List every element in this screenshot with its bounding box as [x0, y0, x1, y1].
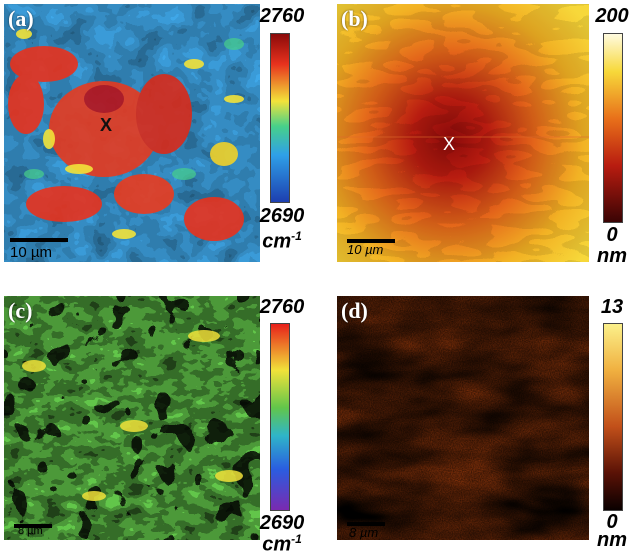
- panel-d-afm-map: (d) 8 µm: [337, 296, 589, 540]
- colorbar-b: [603, 33, 623, 223]
- colorbar-min-label: 2690: [259, 512, 305, 534]
- colorbar-min-label: 0: [606, 511, 618, 533]
- panel-d-image: [337, 296, 589, 540]
- scale-bar: [10, 238, 68, 242]
- colorbar-max-label: 2760: [259, 296, 305, 318]
- panel-label: (b): [341, 6, 368, 31]
- panel-b-image: [337, 4, 589, 262]
- x-marker: X: [443, 134, 456, 154]
- panel-b-afm-map: (b) X 10 µm: [337, 4, 589, 262]
- panel-a-raman-map: (a) X 10 µm: [4, 4, 260, 262]
- colorbar-min-label: 0: [606, 224, 618, 246]
- scale-bar-label: 8 µm: [18, 525, 43, 537]
- panel-a-image: [4, 4, 260, 262]
- colorbar-max-label: 2760: [259, 5, 305, 27]
- panel-label: (c): [8, 298, 33, 323]
- colorbar-unit: nm: [597, 529, 627, 551]
- unit-text: cm: [262, 230, 292, 253]
- colorbar-c: [270, 323, 290, 511]
- panel-label: (a): [8, 6, 34, 31]
- scale-bar-label: 10 µm: [10, 244, 52, 261]
- scale-bar: [14, 524, 52, 528]
- colorbar-unit: cm-1: [252, 532, 312, 557]
- colorbar-unit: cm-1: [252, 229, 312, 254]
- scale-bar-label: 8 µm: [349, 525, 379, 540]
- scale-bar: [347, 239, 395, 243]
- scale-bar: [347, 522, 385, 526]
- panel-c-raman-map: (c) 8 µm: [4, 296, 260, 540]
- unit-text: cm: [262, 533, 292, 556]
- colorbar-min-label: 2690: [259, 205, 305, 227]
- panel-c-image: [4, 296, 260, 540]
- colorbar-max-label: 200: [595, 5, 629, 27]
- colorbar-a: [270, 33, 290, 203]
- unit-superscript: -1: [291, 229, 302, 243]
- colorbar-d: [603, 323, 623, 511]
- x-marker: X: [100, 115, 113, 135]
- unit-superscript: -1: [291, 532, 302, 546]
- colorbar-max-label: 13: [600, 296, 624, 318]
- scale-bar-label: 10 µm: [347, 242, 384, 257]
- colorbar-unit: nm: [597, 245, 627, 267]
- panel-label: (d): [341, 298, 368, 323]
